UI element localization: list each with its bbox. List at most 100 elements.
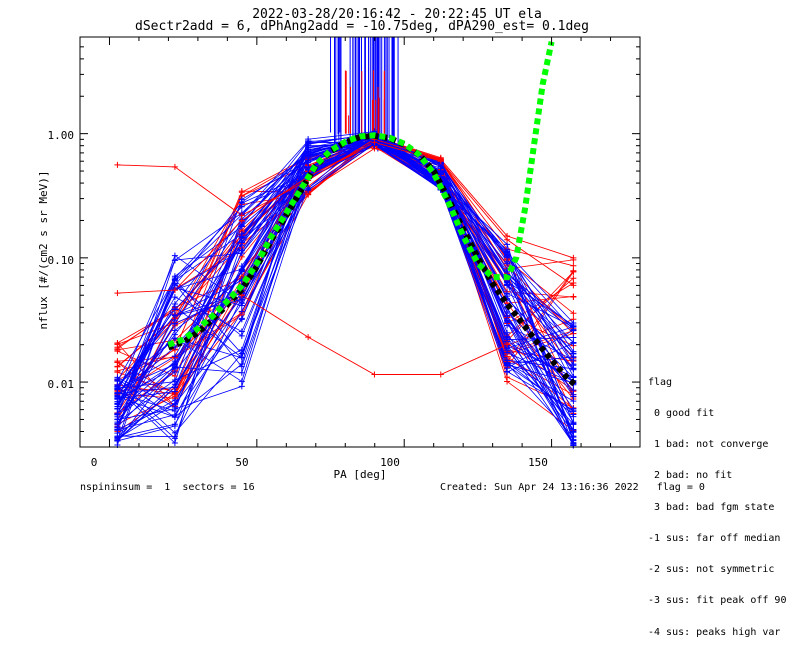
data-point-marker (238, 212, 245, 219)
data-point-marker (504, 248, 511, 255)
data-point-marker (238, 369, 245, 376)
data-point-marker (570, 282, 577, 289)
blue-series-line (117, 134, 574, 441)
data-point-marker (238, 302, 245, 309)
data-point-marker (570, 339, 577, 346)
plot-frame (79, 36, 641, 448)
data-point-marker (171, 257, 178, 264)
data-point-marker (504, 282, 511, 289)
flux-spikes (330, 37, 399, 152)
data-point-marker (305, 334, 312, 341)
data-point-marker (504, 313, 511, 320)
flag-legend-title: flag (648, 376, 673, 388)
fit-dotted-curve (167, 41, 555, 348)
data-point-marker (171, 429, 178, 436)
data-point-marker (570, 354, 577, 361)
data-point-marker (238, 315, 245, 322)
data-point-marker (238, 354, 245, 361)
data-point-marker (238, 247, 245, 254)
data-point-marker (238, 217, 245, 224)
data-point-marker (570, 327, 577, 334)
data-point-marker (114, 396, 121, 403)
data-point-marker (114, 161, 121, 168)
data-point-marker (570, 254, 577, 261)
data-point-marker (114, 341, 121, 348)
data-point-marker (305, 153, 312, 160)
data-point-marker (371, 371, 378, 378)
x-tick-label: 50 (235, 456, 248, 469)
blue-series-line (117, 143, 574, 418)
data-point-marker (171, 294, 178, 301)
data-point-marker (171, 163, 178, 170)
data-point-marker (114, 437, 121, 444)
axes: 0 50 100 150 0.01 0.10 1.00 PA [deg] nfl… (37, 36, 641, 481)
data-point-marker (305, 143, 312, 150)
data-point-marker (171, 400, 178, 407)
data-point-marker (171, 320, 178, 327)
flag-legend-item: 1 bad: not converge (648, 439, 769, 451)
chart-title-line1: 2022-03-28/20:16:42 - 20:22:45 UT ela (252, 7, 542, 22)
y-tick-label: 1.00 (48, 129, 75, 142)
x-axis-label: PA [deg] (334, 468, 387, 481)
data-point-marker (305, 164, 312, 171)
data-point-marker (238, 383, 245, 390)
data-point-marker (570, 405, 577, 412)
data-point-marker (114, 405, 121, 412)
data-point-marker (504, 349, 511, 356)
data-point-marker (437, 371, 444, 378)
y-tick-label: 0.10 (48, 254, 75, 267)
data-point-marker (570, 427, 577, 434)
flag-legend-item: -4 sus: peaks high var (648, 626, 781, 638)
data-point-marker (238, 266, 245, 273)
chart-title-line2: dSectr2add = 6, dPhAng2add = -10.75deg, … (135, 19, 589, 34)
data-point-marker (238, 332, 245, 339)
data-point-marker (171, 335, 178, 342)
data-point-marker (570, 393, 577, 400)
blue-series-line (117, 141, 574, 439)
data-point-marker (504, 365, 511, 372)
data-point-marker (171, 276, 178, 283)
data-point-marker (238, 233, 245, 240)
flag-legend-item: -3 sus: fit peak off 90 (648, 595, 787, 607)
data-point-marker (504, 260, 511, 267)
flag-legend-item: -1 sus: far off median (648, 532, 781, 544)
data-point-marker (504, 254, 511, 261)
data-point-marker (570, 310, 577, 317)
data-point-marker (114, 381, 121, 388)
data-point-marker (171, 287, 178, 294)
data-point-marker (114, 390, 121, 397)
data-point-marker (171, 378, 178, 385)
flux-series-lines (117, 130, 574, 446)
data-point-marker (570, 413, 577, 420)
blue-series-line (117, 133, 574, 441)
data-point-marker (171, 362, 178, 369)
flag-legend-item: -2 sus: not symmetric (648, 564, 775, 576)
data-point-marker (570, 268, 577, 275)
data-point-marker (238, 239, 245, 246)
data-point-marker (171, 414, 178, 421)
red-outlier-line (241, 294, 508, 375)
data-point-marker (504, 319, 511, 326)
x-tick-label: 0 (91, 456, 98, 469)
data-point-marker (305, 184, 312, 191)
data-point-marker (504, 341, 511, 348)
data-point-marker (114, 416, 121, 423)
data-point-marker (371, 139, 378, 146)
data-point-marker (570, 293, 577, 300)
data-point-marker (114, 375, 121, 382)
data-point-marker (570, 421, 577, 428)
red-series-line (117, 142, 574, 431)
data-point-marker (504, 333, 511, 340)
data-point-marker (114, 426, 121, 433)
red-series-line (117, 148, 574, 368)
data-point-marker (171, 440, 178, 447)
flag-legend-item: 0 good fit (648, 408, 715, 420)
data-point-marker (504, 236, 511, 243)
data-point-marker (570, 334, 577, 341)
blue-series-line (117, 139, 574, 409)
data-point-marker (238, 223, 245, 230)
data-point-marker (171, 312, 178, 319)
data-point-marker (504, 378, 511, 385)
data-point-marker (238, 196, 245, 203)
data-point-marker (171, 423, 178, 430)
